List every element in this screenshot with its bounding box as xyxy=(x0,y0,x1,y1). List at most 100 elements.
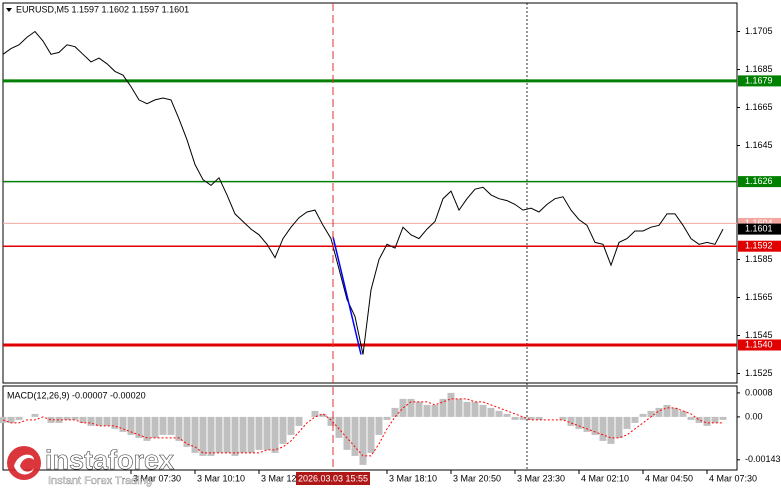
y-tick-label: -0.00143 xyxy=(745,454,781,464)
macd-bar xyxy=(383,416,391,420)
macd-bar xyxy=(631,416,639,423)
macd-bar xyxy=(327,416,335,426)
macd-bar xyxy=(423,404,431,417)
level-label: 1.1540 xyxy=(745,339,773,349)
macd-bar xyxy=(319,413,327,417)
level-label-bg xyxy=(738,339,781,351)
macd-bar xyxy=(615,416,623,438)
macd-bar xyxy=(111,416,119,429)
y-tick-label: 1.1565 xyxy=(745,292,773,302)
level-label: 1.1626 xyxy=(745,176,773,186)
macd-bar xyxy=(215,416,223,453)
macd-bar xyxy=(639,413,647,417)
macd-bar xyxy=(127,416,135,435)
macd-title: MACD(12,26,9) -0.00007 -0.00020 xyxy=(7,390,146,400)
macd-bar xyxy=(47,416,55,423)
x-tick-label: 4 Mar 02:10 xyxy=(581,473,629,483)
macd-bar xyxy=(55,416,63,423)
macd-bar xyxy=(63,416,71,420)
macd-bar xyxy=(351,416,359,456)
macd-bar xyxy=(655,407,663,417)
x-tick-label: 3 Mar 23:30 xyxy=(517,473,565,483)
macd-bar xyxy=(375,416,383,435)
macd-bar xyxy=(463,401,471,417)
macd-bar xyxy=(431,404,439,417)
macd-bar xyxy=(95,416,103,426)
macd-bar xyxy=(439,398,447,417)
logo-icon xyxy=(7,446,41,480)
macd-bar xyxy=(487,407,495,417)
macd-bar xyxy=(407,398,415,417)
macd-bar xyxy=(167,416,175,435)
macd-bar xyxy=(183,416,191,447)
macd-bar xyxy=(343,416,351,450)
signal-line xyxy=(2,398,723,457)
macd-bar xyxy=(367,416,375,453)
level-label-bg xyxy=(738,176,781,188)
macd-bar xyxy=(287,416,295,435)
logo-name: instaforex xyxy=(45,445,174,475)
cursor-label: 2026.03.03 15:55 xyxy=(298,473,368,483)
y-tick-label: 1.1525 xyxy=(745,368,773,378)
logo-swirl xyxy=(14,454,34,475)
last-price-label: 1.1601 xyxy=(745,223,773,233)
macd-bar xyxy=(79,416,87,423)
macd-bar xyxy=(71,416,79,420)
macd-bar xyxy=(151,416,159,438)
macd-bar xyxy=(711,416,719,423)
y-tick-label: 1.1585 xyxy=(745,254,773,264)
macd-bar xyxy=(207,416,215,456)
y-tick-label: 1.1665 xyxy=(745,102,773,112)
macd-bar xyxy=(87,416,95,426)
level-label-bg xyxy=(738,240,781,252)
x-tick-label: 3 Mar 12:50 xyxy=(261,473,309,483)
y-tick-label: 1.1645 xyxy=(745,140,773,150)
macd-bar xyxy=(135,416,143,438)
macd-bar xyxy=(191,416,199,453)
level-label-bg xyxy=(738,217,781,229)
macd-bar xyxy=(455,398,463,417)
macd-bar xyxy=(503,413,511,417)
y-tick-label: 1.1545 xyxy=(745,330,773,340)
macd-bar xyxy=(335,416,343,438)
macd-bar xyxy=(599,416,607,441)
x-tick-label: 3 Mar 10:10 xyxy=(197,473,245,483)
macd-bar xyxy=(583,416,591,432)
macd-bar xyxy=(255,416,263,450)
y-tick-label: 1.1685 xyxy=(745,64,773,74)
macd-bar xyxy=(399,398,407,417)
level-label: 1.1679 xyxy=(745,75,773,85)
macd-bar xyxy=(703,416,711,426)
macd-bar xyxy=(119,416,127,432)
logo: instaforex Instant Forex Trading xyxy=(7,445,174,487)
last-price-bg xyxy=(738,223,781,235)
macd-bar xyxy=(31,413,39,417)
macd-bar xyxy=(311,410,319,417)
macd-bar xyxy=(247,416,255,453)
macd-bar xyxy=(495,410,503,417)
x-tick-label: 3 Mar 18:10 xyxy=(389,473,437,483)
level-label: 1.1604 xyxy=(745,218,773,228)
macd-bar xyxy=(199,416,207,456)
macd-bar xyxy=(679,410,687,417)
main-panel xyxy=(2,2,738,384)
x-tick-label: 4 Mar 04:50 xyxy=(645,473,693,483)
macd-bar xyxy=(687,416,695,420)
y-tick-label: 1.1705 xyxy=(745,26,773,36)
level-label-bg xyxy=(738,75,781,87)
title-arrow xyxy=(6,8,12,12)
logo-tagline: Instant Forex Trading xyxy=(48,475,152,487)
macd-bar xyxy=(391,407,399,417)
macd-bar xyxy=(271,416,279,453)
plot-layer: 1.1705 1.1685 1.1665 1.1645 1.1585 1.1565 1.15… xyxy=(0,3,781,485)
macd-bar xyxy=(359,416,367,465)
macd-bar xyxy=(607,416,615,444)
x-tick-label: 3 Mar 20:50 xyxy=(453,473,501,483)
macd-bar xyxy=(415,401,423,417)
x-tick-label: 4 Mar 07:30 xyxy=(709,473,757,483)
macd-bar xyxy=(15,416,23,420)
macd-bar xyxy=(231,416,239,456)
cursor-label-bg xyxy=(296,472,370,485)
macd-bar xyxy=(519,416,527,420)
